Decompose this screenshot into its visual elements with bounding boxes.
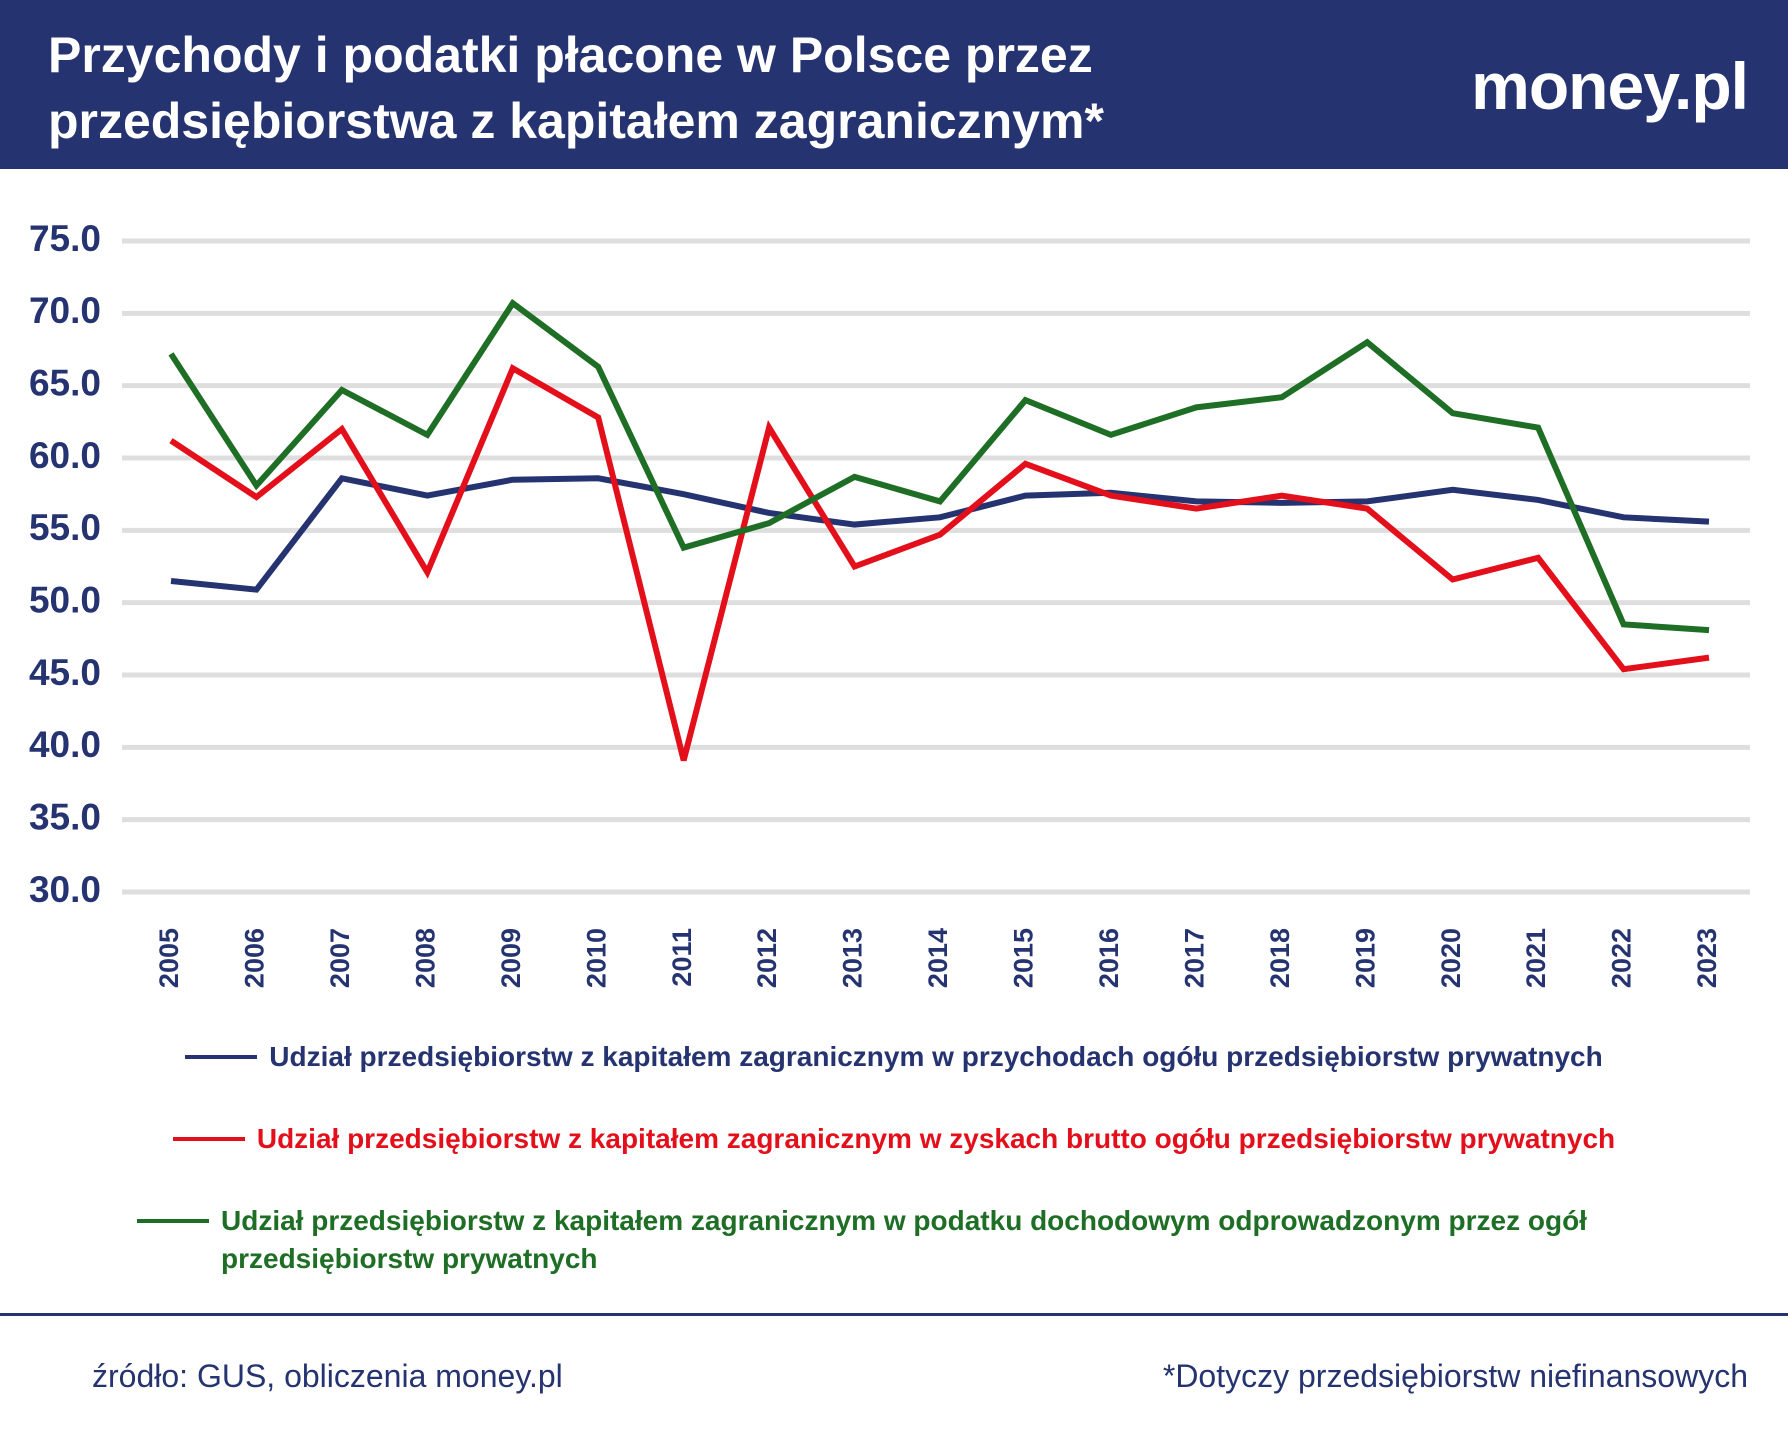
title-line: Przychody i podatki płacone w Polsce prz… bbox=[48, 27, 1093, 83]
x-tick-label: 2008 bbox=[410, 928, 440, 988]
series-line bbox=[170, 474, 1710, 593]
title-line: przedsiębiorstwa z kapitałem zagraniczny… bbox=[48, 93, 1104, 149]
legend-swatch bbox=[137, 1219, 209, 1223]
series-line bbox=[168, 298, 1710, 634]
header: Przychody i podatki płacone w Polsce prz… bbox=[0, 0, 1788, 169]
x-tick-label: 2017 bbox=[1179, 928, 1209, 988]
legend-label: Udział przedsiębiorstw z kapitałem zagra… bbox=[269, 1041, 1603, 1072]
x-tick-label: 2022 bbox=[1607, 928, 1637, 988]
y-tick-label: 50.0 bbox=[29, 579, 101, 620]
legend-swatch bbox=[172, 1137, 245, 1141]
y-tick-label: 65.0 bbox=[29, 362, 101, 403]
legend-label: Udział przedsiębiorstw z kapitałem zagra… bbox=[221, 1205, 1587, 1274]
x-tick-label: 2023 bbox=[1692, 928, 1722, 988]
y-tick-label: 40.0 bbox=[29, 724, 101, 765]
x-tick-label: 2015 bbox=[1009, 928, 1039, 988]
x-tick-label: 2012 bbox=[752, 928, 782, 988]
y-tick-label: 75.0 bbox=[29, 218, 101, 259]
y-tick-label: 70.0 bbox=[29, 290, 101, 331]
x-tick-label: 2006 bbox=[240, 928, 270, 988]
x-tick-label: 2021 bbox=[1521, 928, 1551, 988]
x-tick-label: 2014 bbox=[923, 928, 953, 988]
x-tick-label: 2011 bbox=[667, 928, 697, 987]
source: źródło: GUS, obliczenia money.pl bbox=[92, 1358, 563, 1394]
y-tick-label: 55.0 bbox=[29, 507, 101, 548]
chart: 30.0 35.0 40.0 45.0 50.0 55.0 60.0 65.0 70.0 75.0… bbox=[29, 218, 1750, 988]
y-tick-label: 60.0 bbox=[29, 435, 101, 476]
legend-item: Udział przedsiębiorstw z kapitałem zagra… bbox=[0, 1120, 1788, 1158]
legend-item: Udział przedsiębiorstw z kapitałem zagra… bbox=[0, 1038, 1788, 1076]
note: *Dotyczy przedsiębiorstw niefinansowych bbox=[1162, 1358, 1748, 1394]
x-tick-label: 2005 bbox=[154, 928, 184, 988]
legend-item: Udział przedsiębiorstw z kapitałem zagra… bbox=[0, 1202, 1788, 1278]
legend-swatch bbox=[185, 1055, 258, 1059]
series-line bbox=[169, 364, 1710, 762]
x-tick-label: 2020 bbox=[1436, 928, 1466, 988]
x-tick-label: 2013 bbox=[838, 928, 868, 988]
x-tick-label: 2007 bbox=[325, 928, 355, 988]
y-tick-label: 45.0 bbox=[29, 652, 101, 693]
y-tick-label: 30.0 bbox=[29, 869, 101, 910]
x-tick-label: 2016 bbox=[1094, 928, 1124, 988]
divider bbox=[0, 1313, 1788, 1316]
x-tick-label: 2018 bbox=[1265, 928, 1295, 988]
logo: money.pl bbox=[1471, 49, 1749, 123]
x-tick-label: 2009 bbox=[496, 928, 526, 988]
y-tick-label: 35.0 bbox=[29, 796, 101, 837]
x-tick-label: 2010 bbox=[581, 928, 611, 988]
legend: Udział przedsiębiorstw z kapitałem zagra… bbox=[0, 1038, 1788, 1322]
x-tick-label: 2019 bbox=[1350, 928, 1380, 988]
legend-label: Udział przedsiębiorstw z kapitałem zagra… bbox=[256, 1123, 1616, 1154]
